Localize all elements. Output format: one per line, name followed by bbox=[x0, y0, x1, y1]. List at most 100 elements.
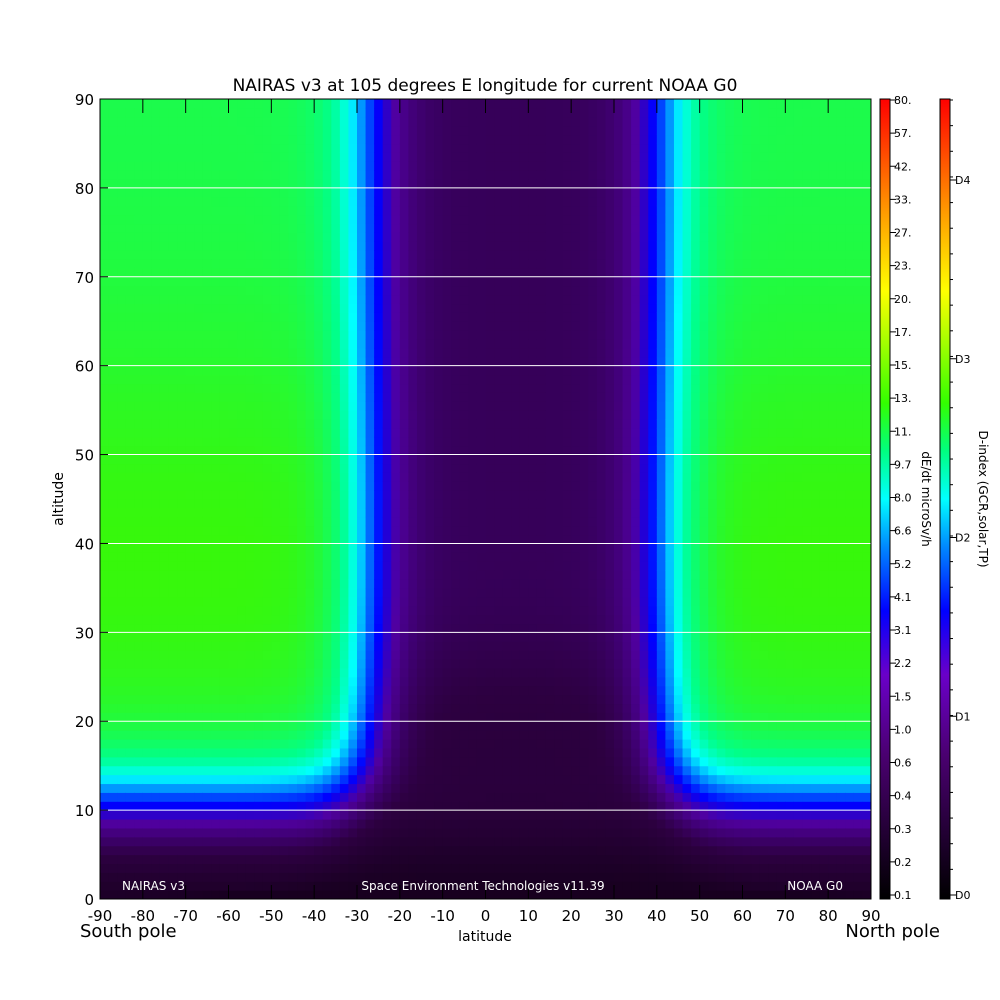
heatmap-cell bbox=[168, 712, 178, 722]
heatmap-cell bbox=[502, 774, 512, 785]
heatmap-cell bbox=[254, 294, 264, 305]
heatmap-cell bbox=[485, 570, 495, 580]
heatmap-cell bbox=[528, 276, 538, 287]
heatmap-cell bbox=[279, 534, 290, 545]
heatmap-cell bbox=[185, 507, 195, 518]
heatmap-cell bbox=[108, 116, 118, 127]
heatmap-cell bbox=[442, 721, 452, 731]
heatmap-cell bbox=[391, 579, 401, 589]
heatmap-cell bbox=[528, 419, 538, 429]
heatmap-cell bbox=[314, 472, 324, 482]
heatmap-cell bbox=[511, 676, 521, 687]
heatmap-cell bbox=[159, 614, 170, 625]
heatmap-cell bbox=[451, 134, 461, 145]
heatmap-cell bbox=[237, 641, 247, 651]
heatmap-cell bbox=[365, 721, 375, 731]
heatmap-cell bbox=[117, 774, 127, 785]
heatmap-cell bbox=[528, 152, 538, 162]
heatmap-cell bbox=[228, 570, 238, 580]
heatmap-cell bbox=[451, 650, 461, 660]
heatmap-cell bbox=[177, 427, 187, 438]
heatmap-cell bbox=[228, 419, 238, 429]
heatmap-cell bbox=[279, 650, 290, 660]
heatmap-cell bbox=[271, 410, 281, 420]
heatmap-cell bbox=[494, 321, 504, 331]
heatmap-cell bbox=[279, 125, 290, 136]
heatmap-cell bbox=[125, 667, 135, 678]
heatmap-cell bbox=[177, 99, 187, 109]
heatmap-cell bbox=[502, 854, 512, 865]
heatmap-cell bbox=[519, 890, 529, 899]
heatmap-cell bbox=[442, 801, 452, 811]
heatmap-cell bbox=[185, 543, 195, 553]
heatmap-cell bbox=[348, 747, 358, 758]
heatmap-cell bbox=[151, 116, 161, 127]
heatmap-cell bbox=[536, 765, 547, 776]
heatmap-cell bbox=[254, 774, 264, 785]
heatmap-cell bbox=[528, 659, 538, 669]
heatmap-cell bbox=[545, 356, 555, 367]
heatmap-cell bbox=[425, 854, 435, 865]
heatmap-cell bbox=[451, 641, 461, 651]
heatmap-cell bbox=[288, 667, 298, 678]
heatmap-cell bbox=[416, 641, 427, 651]
heatmap-cell bbox=[237, 721, 247, 731]
heatmap-cell bbox=[511, 463, 521, 473]
heatmap-cell bbox=[511, 756, 521, 767]
heatmap-cell bbox=[442, 410, 452, 420]
heatmap-cell bbox=[399, 187, 409, 198]
heatmap-cell bbox=[554, 623, 564, 633]
heatmap-cell bbox=[305, 339, 315, 349]
heatmap-cell bbox=[142, 267, 152, 278]
heatmap-cell bbox=[511, 801, 521, 811]
heatmap-cell bbox=[459, 490, 469, 500]
heatmap-cell bbox=[365, 747, 375, 758]
heatmap-cell bbox=[134, 241, 144, 251]
heatmap-cell bbox=[391, 339, 401, 349]
heatmap-cell bbox=[528, 401, 538, 411]
heatmap-cell bbox=[254, 427, 264, 438]
heatmap-cell bbox=[357, 454, 367, 465]
heatmap-cell bbox=[408, 890, 418, 899]
heatmap-cell bbox=[528, 863, 538, 873]
heatmap-cell bbox=[382, 463, 392, 473]
heatmap-cell bbox=[177, 579, 187, 589]
heatmap-cell bbox=[331, 401, 341, 411]
heatmap-cell bbox=[374, 205, 384, 216]
heatmap-cell bbox=[219, 152, 230, 162]
heatmap-cell bbox=[528, 543, 538, 553]
heatmap-cell bbox=[459, 774, 469, 785]
heatmap-cell bbox=[228, 596, 238, 607]
heatmap-cell bbox=[202, 650, 212, 660]
heatmap-cell bbox=[202, 712, 212, 722]
heatmap-cell bbox=[399, 890, 409, 899]
heatmap-cell bbox=[279, 179, 290, 189]
heatmap-cell bbox=[494, 410, 504, 420]
heatmap-cell bbox=[305, 454, 315, 465]
heatmap-cell bbox=[322, 267, 332, 278]
heatmap-cell bbox=[219, 383, 230, 393]
heatmap-cell bbox=[562, 623, 572, 633]
heatmap-cell bbox=[536, 454, 547, 465]
heatmap-cell bbox=[194, 694, 204, 705]
heatmap-cell bbox=[519, 712, 529, 722]
heatmap-cell bbox=[554, 596, 564, 607]
heatmap-cell bbox=[425, 721, 435, 731]
heatmap-cell bbox=[142, 579, 152, 589]
heatmap-cell bbox=[365, 881, 375, 891]
heatmap-cell bbox=[297, 143, 307, 153]
heatmap-cell bbox=[485, 383, 495, 393]
heatmap-cell bbox=[536, 116, 547, 127]
heatmap-cell bbox=[459, 223, 469, 233]
heatmap-cell bbox=[442, 641, 452, 651]
heatmap-cell bbox=[297, 659, 307, 669]
heatmap-cell bbox=[399, 534, 409, 545]
heatmap-cell bbox=[305, 676, 315, 687]
heatmap-cell bbox=[339, 632, 350, 642]
heatmap-cell bbox=[494, 623, 504, 633]
heatmap-cell bbox=[151, 730, 161, 740]
heatmap-cell bbox=[177, 463, 187, 473]
heatmap-cell bbox=[279, 605, 290, 616]
heatmap-cell bbox=[168, 223, 178, 233]
heatmap-cell bbox=[297, 365, 307, 376]
